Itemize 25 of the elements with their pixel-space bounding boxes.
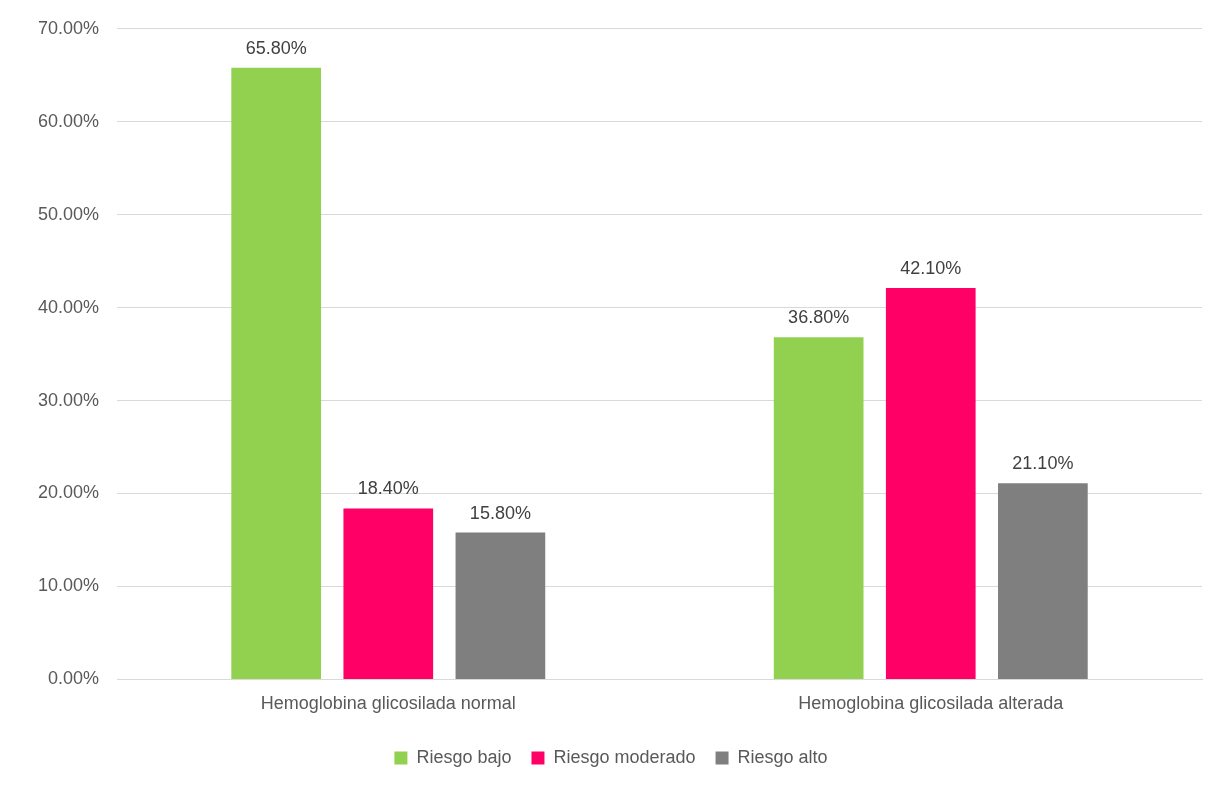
- x-tick-label: Hemoglobina glicosilada normal: [260, 693, 516, 714]
- bar: [885, 288, 976, 679]
- x-tick-label: Hemoglobina glicosilada alterada: [798, 693, 1065, 714]
- y-tick-label: 20.00%: [37, 482, 100, 503]
- y-tick-label: 50.00%: [37, 203, 100, 224]
- y-tick-label: 10.00%: [37, 575, 100, 596]
- data-label: 42.10%: [900, 258, 962, 279]
- y-tick-label: 70.00%: [37, 17, 100, 38]
- bar: [773, 337, 864, 679]
- bar: [998, 483, 1088, 679]
- data-label: 36.80%: [788, 307, 850, 328]
- bar: [343, 508, 434, 679]
- data-label: 18.40%: [357, 478, 419, 499]
- y-tick-label: 30.00%: [37, 389, 100, 410]
- data-label: 21.10%: [1012, 453, 1074, 474]
- data-label: 15.80%: [469, 502, 531, 523]
- legend-label: Riesgo bajo: [416, 746, 512, 767]
- y-tick-label: 0.00%: [48, 668, 100, 689]
- y-tick-label: 60.00%: [37, 110, 100, 131]
- bar: [455, 532, 546, 679]
- legend-label: Riesgo alto: [737, 746, 828, 767]
- bar: [231, 67, 322, 679]
- data-label: 65.80%: [245, 37, 307, 58]
- y-tick-label: 40.00%: [37, 296, 100, 317]
- legend-label: Riesgo moderado: [553, 746, 696, 767]
